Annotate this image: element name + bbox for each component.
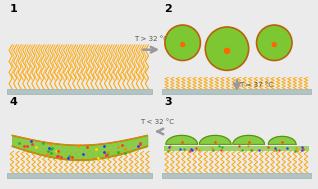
Text: 3: 3 [164, 97, 171, 107]
Text: T < 32 °C: T < 32 °C [140, 119, 174, 125]
Text: T > 32 °C: T > 32 °C [134, 36, 168, 42]
Polygon shape [268, 136, 296, 144]
FancyBboxPatch shape [162, 89, 311, 94]
FancyBboxPatch shape [164, 146, 309, 151]
Polygon shape [233, 135, 265, 144]
Text: 4: 4 [9, 97, 17, 107]
Circle shape [180, 42, 185, 47]
Circle shape [224, 48, 230, 54]
Text: 1: 1 [9, 4, 17, 14]
FancyBboxPatch shape [7, 89, 152, 94]
Text: 2: 2 [164, 4, 172, 14]
Text: T = 37 °C: T = 37 °C [239, 82, 273, 88]
Polygon shape [199, 135, 231, 144]
Circle shape [205, 27, 249, 70]
FancyBboxPatch shape [162, 173, 311, 178]
Polygon shape [166, 135, 197, 144]
Circle shape [257, 25, 292, 60]
Circle shape [272, 42, 277, 47]
Circle shape [165, 25, 200, 60]
FancyBboxPatch shape [7, 173, 152, 178]
